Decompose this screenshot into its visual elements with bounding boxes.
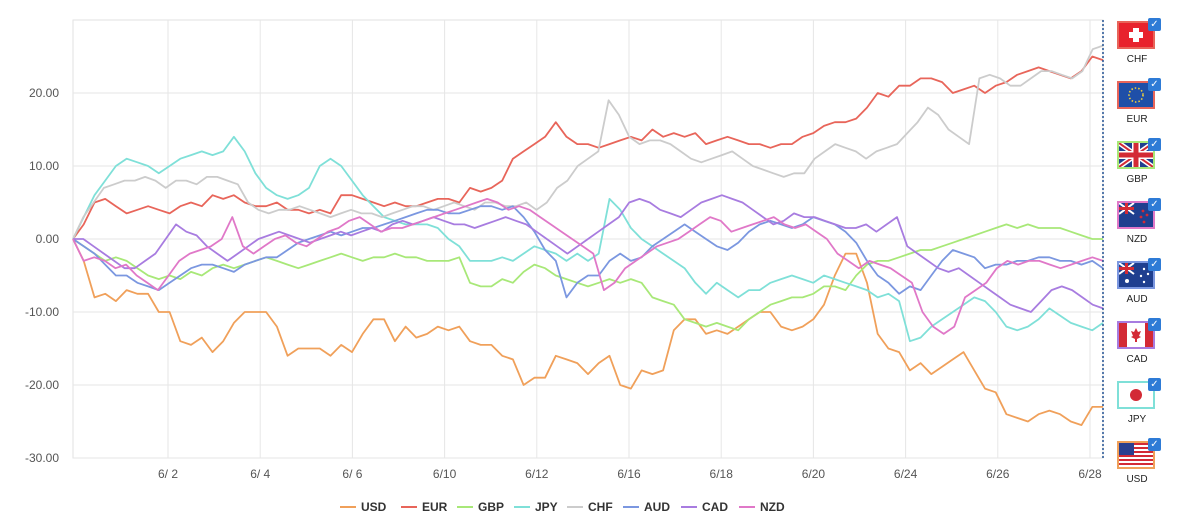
legend-item-gbp[interactable]: GBP — [457, 500, 504, 514]
legend-item-usd[interactable]: USD — [340, 500, 387, 514]
currency-toggle-nzd[interactable]: ✓ NZD — [1108, 198, 1168, 258]
x-tick-label: 6/20 — [802, 467, 826, 481]
checkbox-checked-icon[interactable]: ✓ — [1148, 258, 1161, 271]
legend[interactable]: USD EUR GBP JPY CHF AUD CAD NZD — [340, 500, 785, 514]
y-tick-label: -10.00 — [25, 305, 59, 319]
x-tick-label: 6/26 — [986, 467, 1010, 481]
x-tick-label: 6/18 — [710, 467, 734, 481]
legend-label: CAD — [702, 500, 728, 514]
usd-flag-icon — [1117, 441, 1155, 469]
x-tick-label: 6/12 — [525, 467, 549, 481]
currency-toggle-usd[interactable]: ✓ USD — [1108, 438, 1168, 498]
checkbox-checked-icon[interactable]: ✓ — [1148, 78, 1161, 91]
grid — [73, 20, 1103, 459]
series-line-nzd — [72, 197, 1104, 335]
legend-label: AUD — [644, 500, 670, 514]
x-tick-label: 6/ 4 — [250, 467, 270, 481]
legend-item-nzd[interactable]: NZD — [739, 500, 785, 514]
x-tick-label: 6/ 6 — [342, 467, 362, 481]
eur-flag-icon — [1117, 81, 1155, 109]
currency-toggle-cad[interactable]: ✓ CAD — [1108, 318, 1168, 378]
legend-item-eur[interactable]: EUR — [401, 500, 448, 514]
series-line-aud — [72, 205, 1104, 299]
legend-label: USD — [361, 500, 387, 514]
series-lines — [72, 44, 1104, 427]
checkbox-checked-icon[interactable]: ✓ — [1148, 318, 1161, 331]
currency-toggle-jpy[interactable]: ✓ JPY — [1108, 378, 1168, 438]
currency-toggle-eur[interactable]: ✓ EUR — [1108, 78, 1168, 138]
y-tick-label: -20.00 — [25, 378, 59, 392]
y-tick-label: 0.00 — [36, 232, 60, 246]
currency-toggle-chf[interactable]: ✓ CHF — [1108, 18, 1168, 78]
series-line-jpy — [72, 135, 1104, 343]
currency-label: EUR — [1126, 114, 1148, 125]
checkbox-checked-icon[interactable]: ✓ — [1148, 438, 1161, 451]
checkbox-checked-icon[interactable]: ✓ — [1148, 18, 1161, 31]
checkbox-checked-icon[interactable]: ✓ — [1148, 378, 1161, 391]
legend-label: NZD — [760, 500, 785, 514]
checkbox-checked-icon[interactable]: ✓ — [1148, 198, 1161, 211]
currency-toggle-aud[interactable]: ✓ AUD — [1108, 258, 1168, 318]
currency-label: NZD — [1126, 234, 1148, 245]
currency-toggle-gbp[interactable]: ✓ GBP — [1108, 138, 1168, 198]
legend-label: GBP — [478, 500, 504, 514]
checkbox-checked-icon[interactable]: ✓ — [1148, 138, 1161, 151]
legend-item-jpy[interactable]: JPY — [514, 500, 558, 514]
cad-flag-icon — [1117, 321, 1155, 349]
currency-label: CAD — [1126, 354, 1148, 365]
axis-ticks: 20.00 10.00 0.00 -10.00 -20.00 -30.00 6/ 2 6/ 4… — [25, 86, 1102, 481]
aud-flag-icon — [1117, 261, 1155, 289]
currency-label: CHF — [1126, 54, 1148, 65]
x-tick-label: 6/24 — [894, 467, 918, 481]
legend-label: JPY — [535, 500, 558, 514]
currency-label: JPY — [1127, 414, 1147, 425]
x-tick-label: 6/10 — [433, 467, 457, 481]
series-line-eur — [72, 55, 1104, 240]
legend-label: CHF — [588, 500, 613, 514]
currency-label: GBP — [1126, 174, 1148, 185]
y-tick-label: 20.00 — [29, 86, 59, 100]
legend-label: EUR — [422, 500, 448, 514]
legend-item-chf[interactable]: CHF — [567, 500, 613, 514]
series-line-chf — [72, 44, 1104, 240]
y-tick-label: 10.00 — [29, 159, 59, 173]
gbp-flag-icon — [1117, 141, 1155, 169]
x-tick-label: 6/ 2 — [158, 467, 178, 481]
strength-chart: 20.00 10.00 0.00 -10.00 -20.00 -30.00 6/ 2 6/ 4… — [25, 19, 1104, 514]
x-tick-label: 6/28 — [1078, 467, 1102, 481]
legend-item-aud[interactable]: AUD — [623, 500, 670, 514]
chf-flag-icon — [1117, 21, 1155, 49]
currency-label: AUD — [1126, 294, 1148, 305]
series-line-cad — [73, 194, 1104, 313]
series-line-usd — [72, 238, 1103, 427]
currency-label: USD — [1126, 474, 1148, 485]
legend-item-cad[interactable]: CAD — [681, 500, 728, 514]
x-tick-label: 6/16 — [617, 467, 641, 481]
y-tick-label: -30.00 — [25, 451, 59, 465]
